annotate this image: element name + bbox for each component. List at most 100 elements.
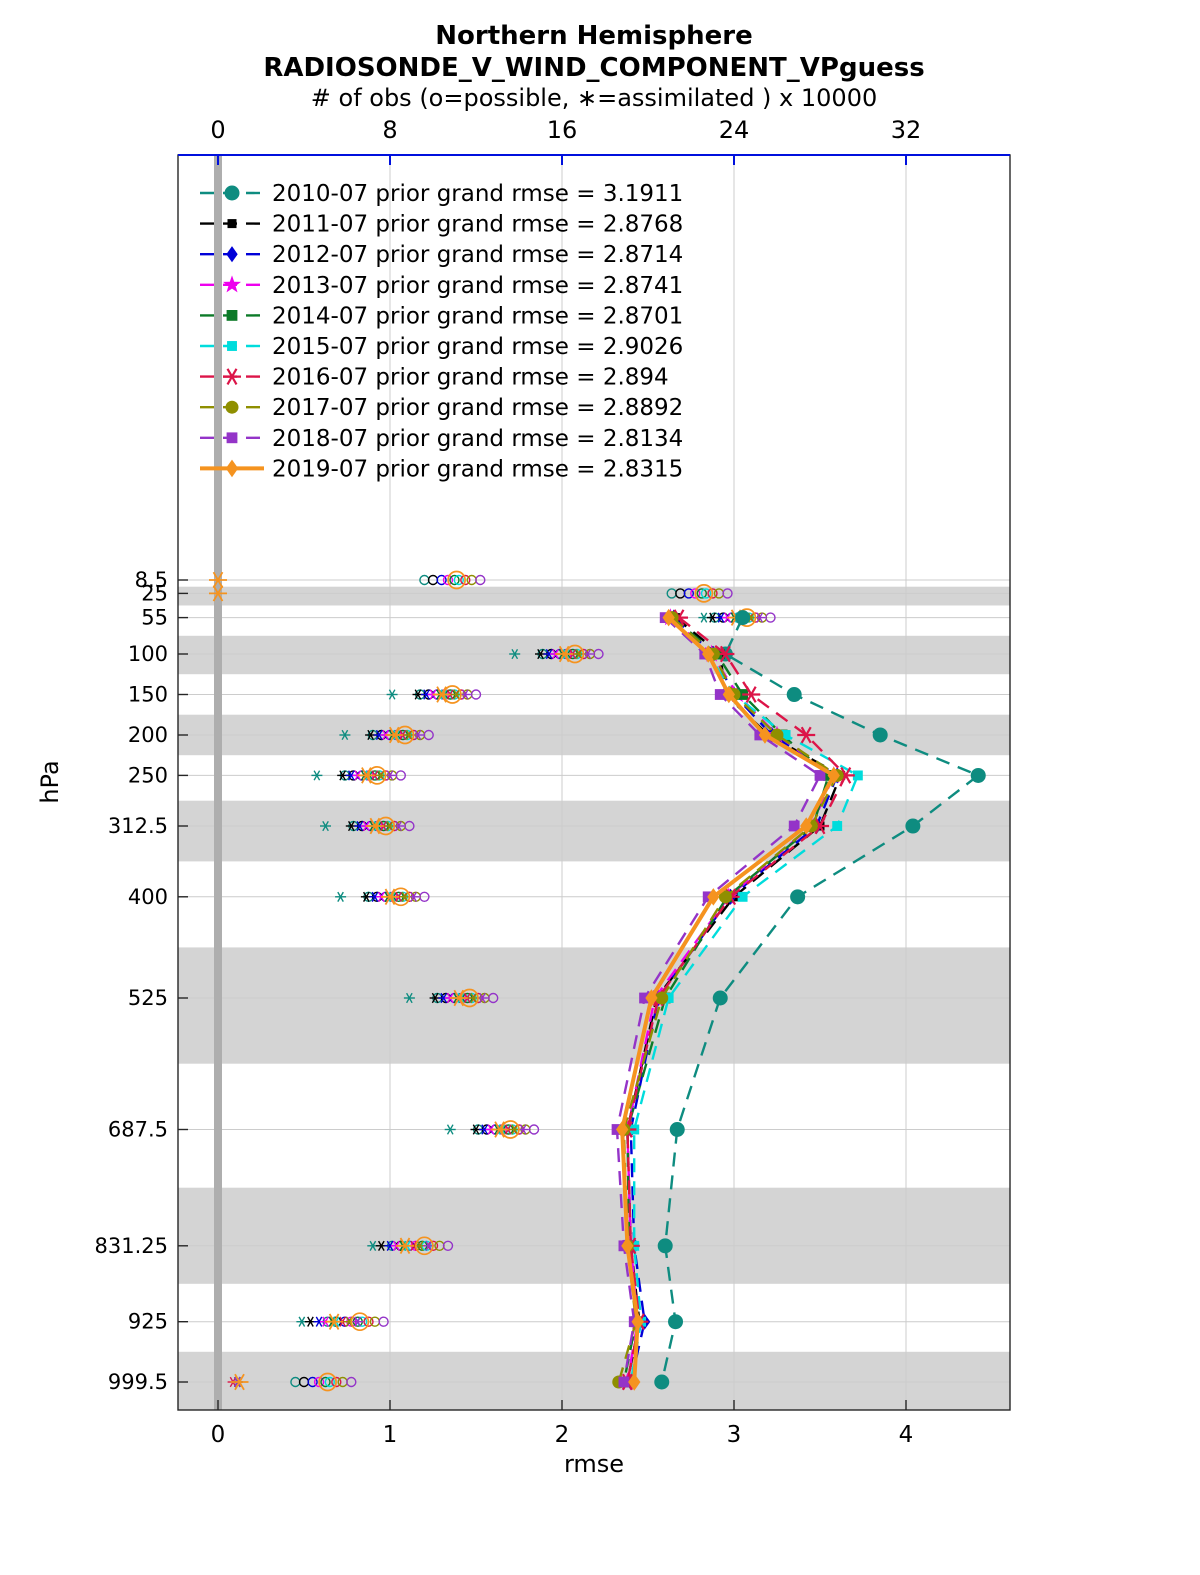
obs-assimilated-marker (371, 891, 379, 902)
legend-marker (224, 185, 240, 201)
obs-assimilated-marker (369, 817, 381, 835)
obs-tick-label: 16 (547, 116, 578, 144)
obs-assimilated-marker (511, 648, 519, 660)
legend-label: 2012-07 prior grand rmse = 2.8714 (272, 242, 683, 268)
x-tick-label: 1 (383, 1422, 398, 1448)
y-tick-label: 150 (128, 683, 168, 707)
obs-possible-marker (442, 1240, 454, 1252)
obs-markers (209, 570, 776, 1392)
rmse-point (657, 1238, 673, 1254)
y-tick-label: 250 (128, 763, 168, 787)
x-tick-label: 4 (899, 1422, 914, 1448)
legend-entry-2015-07: 2015-07 prior grand rmse = 2.9026 (200, 334, 683, 360)
obs-assimilated-marker (446, 1124, 454, 1135)
obs-assimilated-marker (470, 992, 478, 1004)
obs-assimilated-marker (709, 612, 716, 623)
obs-assimilated-marker (386, 820, 394, 832)
obs-possible-marker (696, 588, 707, 599)
rmse-point (618, 1376, 630, 1388)
obs-assimilated-marker (511, 1124, 519, 1135)
obs-assimilated-marker (395, 820, 403, 832)
rmse-point (905, 818, 921, 834)
legend-entry-2013-07: 2013-07 prior grand rmse = 2.8741 (200, 273, 683, 299)
y-tick-label: 525 (128, 986, 168, 1010)
obs-axis-title: # of obs (o=possible, ∗=assimilated ) x … (311, 84, 877, 112)
obs-possible-marker (690, 588, 701, 599)
obs-assimilated-marker (234, 1373, 245, 1391)
rmse-point (639, 992, 650, 1004)
obs-assimilated-marker (298, 1316, 306, 1327)
obs-possible-marker (436, 574, 447, 586)
obs-assimilated-marker (416, 1240, 424, 1251)
obs-possible-marker (707, 588, 718, 599)
rmse-point (621, 1237, 634, 1255)
rmse-point (872, 727, 888, 743)
obs-assimilated-marker (575, 648, 583, 660)
obs-assimilated-marker (354, 1316, 362, 1327)
obs-assimilated-marker (313, 770, 321, 781)
rmse-point (719, 645, 731, 663)
obs-assimilated-marker (410, 891, 418, 902)
obs-assimilated-marker (453, 689, 461, 700)
obs-assimilated-marker (519, 1124, 527, 1135)
x-tick-label: 2 (555, 1422, 570, 1448)
y-tick-label: 100 (128, 642, 168, 666)
rmse-point (745, 686, 757, 703)
obs-2019-07 (209, 570, 757, 1392)
obs-possible-marker (470, 689, 482, 700)
legend-marker (226, 368, 238, 385)
legend-entry-2019-07: 2019-07 prior grand rmse = 2.8315 (200, 456, 683, 482)
rmse-point (788, 820, 800, 832)
pressure-band (178, 586, 1010, 606)
rmse-point (790, 889, 806, 905)
obs-possible-marker (722, 588, 733, 599)
x-axis-label: rmse (564, 1450, 624, 1478)
obs-assimilated-marker (356, 820, 364, 832)
y-tick-label: 831.25 (95, 1234, 168, 1258)
legend-marker (225, 459, 239, 478)
obs-assimilated-marker (405, 992, 413, 1004)
obs-possible-marker (350, 1312, 370, 1332)
pressure-band (178, 1351, 1010, 1410)
obs-assimilated-marker (347, 770, 355, 781)
pressure-band (178, 1187, 1010, 1284)
rmse-point (668, 1314, 684, 1330)
obs-assimilated-marker (747, 612, 755, 623)
legend-entry-2011-07: 2011-07 prior grand rmse = 2.8768 (200, 212, 683, 238)
obs-assimilated-marker (322, 820, 329, 832)
obs-assimilated-marker (377, 1240, 385, 1251)
rmse-point (737, 891, 748, 902)
x-tick-label: 3 (727, 1422, 742, 1448)
rmse-point (655, 991, 669, 1005)
obs-assimilated-marker (361, 767, 372, 784)
obs-assimilated-marker (369, 1240, 377, 1251)
x-tick-label: 0 (211, 1422, 226, 1448)
obs-assimilated-marker (339, 770, 347, 781)
obs-tick-label: 0 (210, 116, 225, 144)
rmse-point (628, 1373, 641, 1391)
y-tick-label: 25 (141, 581, 168, 605)
obs-possible-marker (683, 588, 694, 599)
obs-assimilated-marker (423, 689, 430, 700)
rmse-point (718, 890, 732, 904)
obs-possible-marker (331, 1376, 342, 1388)
obs-assimilated-marker (307, 1316, 314, 1327)
obs-assimilated-marker (558, 645, 570, 663)
rmse-point (840, 767, 852, 784)
legend-label: 2019-07 prior grand rmse = 2.8315 (272, 456, 683, 482)
rmse-point (654, 1374, 670, 1390)
obs-possible-marker (313, 1376, 325, 1388)
obs-assimilated-marker (453, 989, 465, 1007)
obs-assimilated-marker (440, 992, 448, 1004)
obs-assimilated-marker (212, 585, 224, 602)
obs-possible-marker (324, 1376, 335, 1388)
pressure-band (178, 800, 1010, 862)
obs-tick-label: 24 (719, 116, 750, 144)
obs-assimilated-marker (401, 891, 409, 902)
obs-possible-marker (363, 1316, 374, 1327)
rmse-point (800, 726, 812, 744)
rmse-point (814, 817, 826, 835)
obs-possible-marker (346, 1376, 357, 1388)
